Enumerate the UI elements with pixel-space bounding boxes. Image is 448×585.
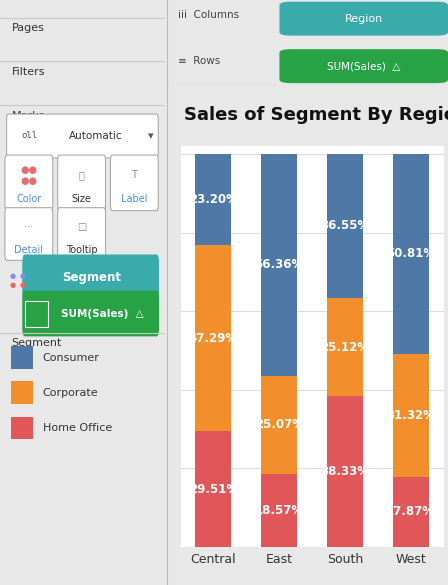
FancyBboxPatch shape — [22, 291, 159, 336]
Text: 38.33%: 38.33% — [320, 465, 370, 478]
FancyBboxPatch shape — [280, 2, 448, 36]
Text: Home Office: Home Office — [43, 423, 112, 433]
Text: oll: oll — [22, 131, 38, 140]
Text: 25.12%: 25.12% — [320, 340, 370, 353]
FancyBboxPatch shape — [22, 254, 159, 301]
Text: Tooltip: Tooltip — [66, 245, 97, 256]
Bar — [392, 154, 429, 354]
FancyBboxPatch shape — [280, 49, 448, 83]
Text: ●: ● — [20, 283, 26, 288]
Text: Corporate: Corporate — [43, 388, 99, 398]
Text: Marks: Marks — [12, 111, 45, 121]
Bar — [195, 431, 232, 547]
Text: ●●
●●: ●● ●● — [20, 165, 37, 186]
Bar — [327, 397, 363, 547]
Text: Filters: Filters — [12, 67, 45, 77]
Text: 18.57%: 18.57% — [254, 504, 304, 517]
Bar — [327, 298, 363, 397]
Text: 29.51%: 29.51% — [189, 483, 238, 495]
Text: T: T — [34, 309, 40, 318]
Text: 36.55%: 36.55% — [320, 219, 370, 232]
Text: Size: Size — [72, 194, 91, 204]
Text: □: □ — [77, 222, 86, 232]
Text: 25.07%: 25.07% — [254, 418, 304, 431]
Text: 56.36%: 56.36% — [254, 259, 304, 271]
Text: Segment: Segment — [12, 338, 62, 348]
Text: 50.81%: 50.81% — [386, 247, 435, 260]
Text: Pages: Pages — [12, 23, 44, 33]
Text: iii  Columns: iii Columns — [178, 11, 240, 20]
Text: Label: Label — [121, 194, 147, 204]
FancyBboxPatch shape — [7, 114, 158, 158]
Text: Color: Color — [16, 194, 42, 204]
Bar — [392, 477, 429, 547]
Bar — [392, 354, 429, 477]
FancyBboxPatch shape — [5, 208, 53, 260]
Text: T: T — [131, 170, 137, 181]
Text: ···: ··· — [24, 222, 33, 232]
Text: ●: ● — [20, 273, 26, 279]
Text: SUM(Sales)  △: SUM(Sales) △ — [327, 61, 401, 71]
Text: ▾: ▾ — [148, 130, 154, 141]
Text: 47.29%: 47.29% — [189, 332, 238, 345]
Bar — [261, 154, 297, 376]
FancyBboxPatch shape — [58, 208, 106, 260]
Bar — [195, 154, 232, 245]
Text: ⬭: ⬭ — [79, 170, 85, 181]
Bar — [195, 245, 232, 431]
Text: Detail: Detail — [14, 245, 43, 256]
Bar — [261, 376, 297, 474]
FancyBboxPatch shape — [111, 155, 158, 211]
Text: ●: ● — [10, 283, 16, 288]
FancyBboxPatch shape — [25, 301, 48, 327]
FancyBboxPatch shape — [58, 155, 106, 211]
Text: 31.32%: 31.32% — [386, 409, 435, 422]
Text: ●: ● — [10, 273, 16, 279]
Bar — [327, 154, 363, 298]
Text: Region: Region — [345, 13, 383, 23]
Text: 17.87%: 17.87% — [386, 505, 435, 518]
Text: Segment: Segment — [62, 271, 121, 284]
FancyBboxPatch shape — [11, 381, 33, 404]
FancyBboxPatch shape — [11, 346, 33, 369]
Text: Sales of Segment By Region: Sales of Segment By Region — [184, 106, 448, 125]
Text: Consumer: Consumer — [43, 353, 100, 363]
Text: ≡  Rows: ≡ Rows — [178, 56, 220, 66]
Text: SUM(Sales)  △: SUM(Sales) △ — [61, 308, 143, 319]
FancyBboxPatch shape — [5, 155, 53, 211]
Text: 23.20%: 23.20% — [189, 193, 238, 206]
Text: Automatic: Automatic — [69, 130, 123, 141]
FancyBboxPatch shape — [11, 417, 33, 439]
Bar — [261, 474, 297, 547]
